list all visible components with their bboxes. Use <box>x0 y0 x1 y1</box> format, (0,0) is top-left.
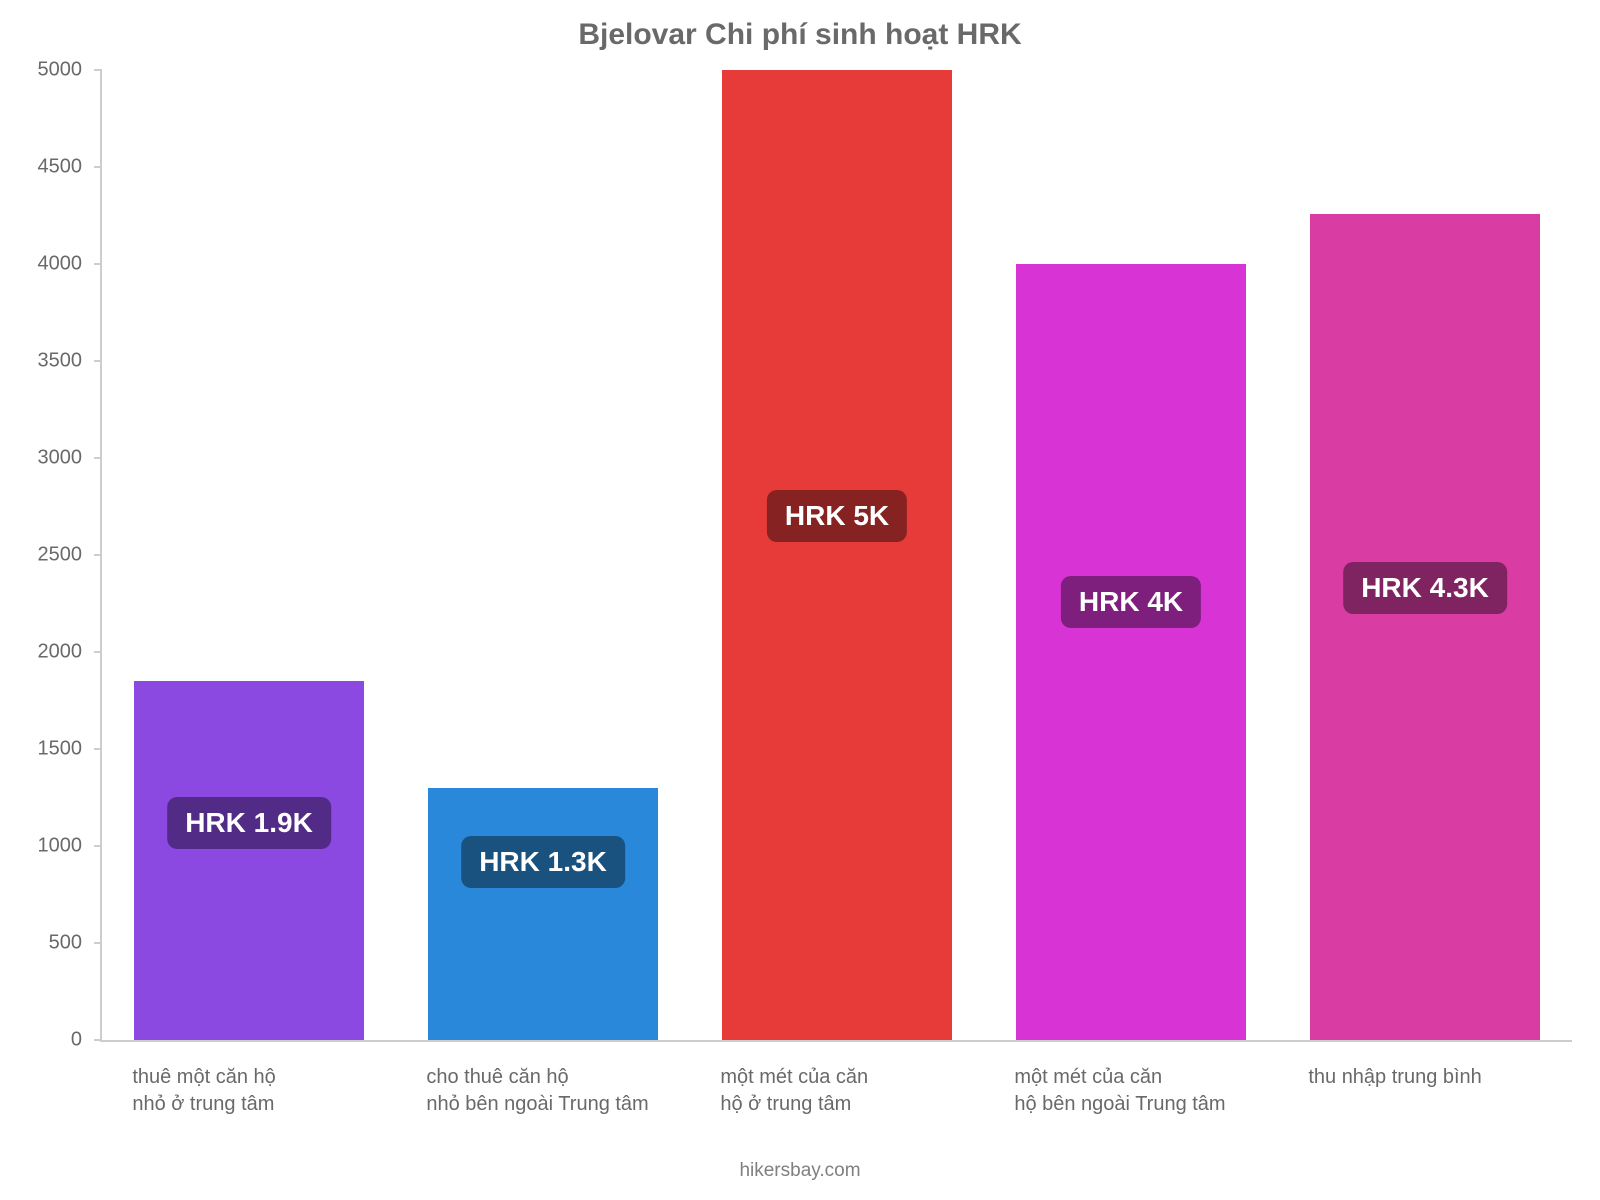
chart-container: Bjelovar Chi phí sinh hoạt HRK HRK 1.9KH… <box>0 0 1600 1200</box>
y-tick-mark <box>94 554 102 556</box>
attribution-text: hikersbay.com <box>0 1160 1600 1182</box>
y-tick-label: 5000 <box>0 59 100 82</box>
bar <box>428 788 657 1040</box>
y-tick-label: 1500 <box>0 738 100 761</box>
y-tick-label: 2000 <box>0 641 100 664</box>
y-tick-label: 4000 <box>0 253 100 276</box>
y-tick-label: 3000 <box>0 447 100 470</box>
bar <box>722 70 951 1040</box>
bar <box>1310 214 1539 1040</box>
y-tick-label: 0 <box>0 1029 100 1052</box>
value-badge: HRK 5K <box>767 490 907 542</box>
value-badge: HRK 1.9K <box>167 797 331 849</box>
y-tick-label: 2500 <box>0 544 100 567</box>
y-tick-label: 4500 <box>0 156 100 179</box>
chart-title: Bjelovar Chi phí sinh hoạt HRK <box>0 18 1600 52</box>
y-tick-mark <box>94 166 102 168</box>
y-tick-label: 1000 <box>0 835 100 858</box>
y-tick-mark <box>94 845 102 847</box>
bars-layer: HRK 1.9K HRK 1.3K HRK 5K HRK 4K HRK 4.3K <box>102 70 1572 1040</box>
value-badge: HRK 4K <box>1061 576 1201 628</box>
y-tick-mark <box>94 69 102 71</box>
x-tick-label: một mét của căn hộ ở trung tâm <box>720 1064 868 1118</box>
x-tick-label: một mét của căn hộ bên ngoài Trung tâm <box>1014 1064 1225 1118</box>
y-tick-mark <box>94 263 102 265</box>
y-tick-mark <box>94 457 102 459</box>
x-tick-label: cho thuê căn hộ nhỏ bên ngoài Trung tâm <box>426 1064 648 1118</box>
value-badge: HRK 1.3K <box>461 836 625 888</box>
bar <box>134 681 363 1040</box>
x-tick-label: thu nhập trung bình <box>1308 1064 1481 1091</box>
y-tick-mark <box>94 360 102 362</box>
y-tick-label: 500 <box>0 932 100 955</box>
plot-area: HRK 1.9K HRK 1.3K HRK 5K HRK 4K HRK 4.3K <box>100 70 1572 1042</box>
y-tick-label: 3500 <box>0 350 100 373</box>
value-badge: HRK 4.3K <box>1343 562 1507 614</box>
y-tick-mark <box>94 748 102 750</box>
y-tick-mark <box>94 1039 102 1041</box>
y-tick-mark <box>94 651 102 653</box>
bar <box>1016 264 1245 1040</box>
x-tick-label: thuê một căn hộ nhỏ ở trung tâm <box>132 1064 275 1118</box>
y-tick-mark <box>94 942 102 944</box>
